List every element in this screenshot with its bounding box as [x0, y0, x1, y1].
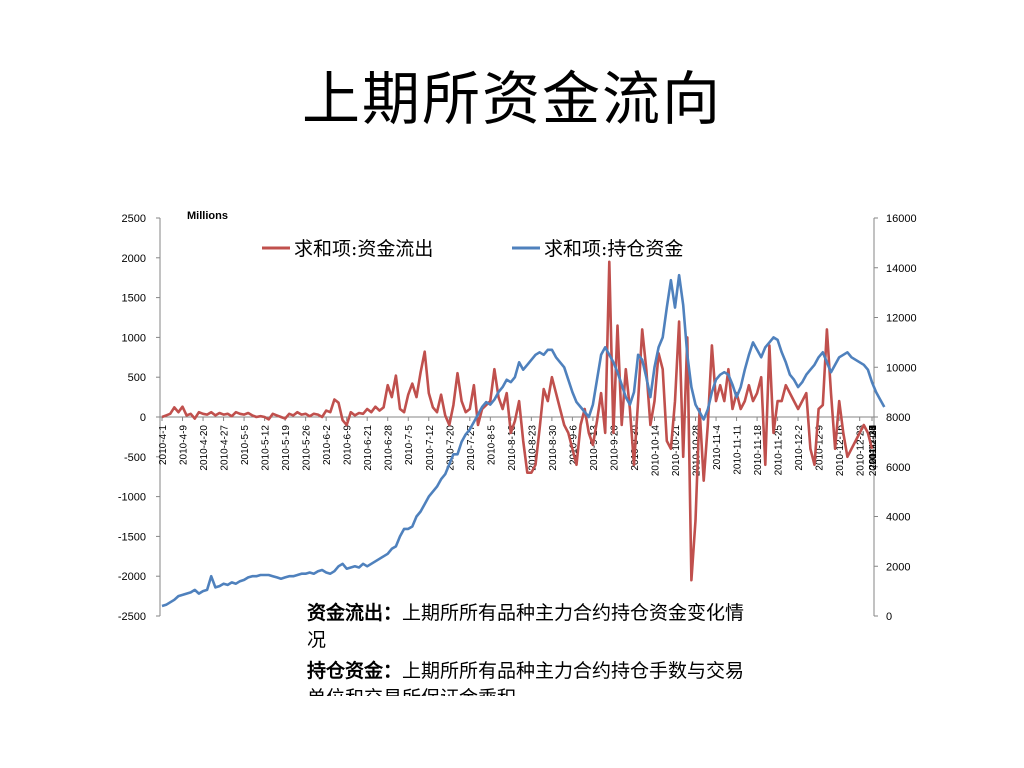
x-tick-label: 2010-12-23 — [856, 425, 867, 477]
x-tick-label: 2010-7-12 — [425, 425, 436, 471]
x-tick-label: 2010-5-12 — [261, 425, 272, 471]
series-line-2 — [161, 273, 886, 608]
x-tick-label: 2010-7-5 — [404, 425, 415, 465]
x-tick-label: 2010-11-25 — [774, 425, 785, 476]
x-tick-label: 2010-4-27 — [220, 425, 231, 471]
x-tick-label: 2010-6-9 — [343, 425, 354, 465]
x-tick-label: 2010-9-20 — [609, 425, 620, 471]
chart-legend: 求和项:资金流出 求和项:持仓资金 — [262, 238, 683, 260]
x-tick-label: 2010-6-28 — [384, 425, 395, 471]
right-tick-label: 0 — [886, 611, 892, 623]
x-tick-label: 2010-5-26 — [302, 425, 313, 471]
holding-text: 上期所所有品种主力合约持仓手数与交易单位和交易所保证金乘积 — [307, 660, 745, 696]
x-tick-label: 2010-8-5 — [486, 425, 497, 465]
holding-label: 持仓资金： — [307, 660, 403, 682]
left-tick-label: 2000 — [122, 253, 146, 265]
x-tick-label: 2011-1-14 — [868, 425, 879, 470]
outflow-label: 资金流出： — [307, 602, 403, 624]
chart-axes: -2500 -2000 -1500 -1000 -500 0 500 1000 1500 2000… — [118, 213, 917, 623]
left-tick-label: 1000 — [122, 332, 146, 344]
unit-label: Millions — [187, 210, 228, 222]
x-tick-label: 2011-1-21 — [868, 425, 879, 470]
x-tick-label: 2010-4-9 — [179, 425, 190, 465]
x-tick-label: 2010-12-16 — [835, 425, 846, 477]
right-tick-label: 12000 — [886, 313, 917, 325]
left-tick-label: 1500 — [122, 293, 146, 305]
right-tick-label: 14000 — [886, 263, 917, 275]
right-tick-label: 6000 — [886, 462, 910, 474]
x-tick-label: 2010-5-19 — [281, 425, 292, 471]
x-tick-label: 2011-1-7 — [868, 425, 879, 465]
left-tick-label: -2500 — [118, 611, 146, 623]
x-tick-label: 2010-7-27 — [466, 425, 477, 471]
right-tick-label: 16000 — [886, 213, 917, 225]
right-tick-label: 2000 — [886, 561, 910, 573]
x-tick-label: 2010-8-16 — [507, 425, 518, 471]
x-tick-label: 2010-9-6 — [568, 425, 579, 465]
left-tick-label: -500 — [124, 452, 146, 464]
description: 资金流出：上期所所有品种主力合约持仓资金变化情况 持仓资金：上期所所有品种主力合… — [307, 600, 752, 696]
left-tick-label: -1500 — [118, 531, 146, 543]
left-tick-label: -1000 — [118, 492, 146, 504]
page-title: 上期所资金流向 — [301, 65, 722, 133]
x-tick-label: 2010-6-2 — [322, 425, 333, 465]
left-tick-label: -2000 — [118, 571, 146, 583]
x-tick-label: 2010-9-13 — [589, 425, 600, 471]
x-tick-label: 2010-4-1 — [158, 425, 169, 465]
right-tick-label: 10000 — [886, 362, 917, 374]
x-tick-label: 2010-8-23 — [527, 425, 538, 471]
x-tick-label: 2011-1-28 — [868, 425, 879, 470]
legend-label: 求和项:持仓资金 — [544, 238, 683, 260]
x-tick-label: 2010-12-30 — [868, 425, 879, 477]
x-tick-label: 2010-7-20 — [445, 425, 456, 471]
left-tick-label: 0 — [140, 412, 146, 424]
x-tick-label: 2010-11-4 — [712, 425, 723, 470]
left-tick-label: 500 — [128, 372, 146, 384]
x-tick-label: 2010-10-14 — [650, 425, 661, 477]
right-tick-label: 4000 — [886, 512, 910, 524]
description-item-holding: 持仓资金：上期所所有品种主力合约持仓手数与交易单位和交易所保证金乘积 — [307, 658, 752, 696]
x-tick-label: 2010-11-11 — [733, 425, 744, 475]
x-tick-label: 2010-10-21 — [671, 425, 682, 477]
left-tick-label: 2500 — [122, 213, 146, 225]
right-tick-label: 8000 — [886, 412, 910, 424]
x-tick-label: 2010-12-9 — [815, 425, 826, 471]
x-tick-label: 2010-11-18 — [753, 425, 764, 476]
x-tick-label: 2010-12-2 — [794, 425, 805, 471]
outflow-text: 上期所所有品种主力合约持仓资金变化情况 — [307, 602, 745, 651]
x-tick-label: 2010-4-20 — [199, 425, 210, 471]
x-tick-label: 2010-8-30 — [548, 425, 559, 471]
legend-label: 求和项:资金流出 — [294, 238, 433, 260]
description-item-outflow: 资金流出：上期所所有品种主力合约持仓资金变化情况 — [307, 600, 752, 654]
chart-series — [161, 260, 886, 608]
x-tick-label: 2010-5-5 — [240, 425, 251, 465]
x-tick-label: 2010-6-21 — [363, 425, 374, 471]
series-line-1 — [161, 260, 874, 582]
